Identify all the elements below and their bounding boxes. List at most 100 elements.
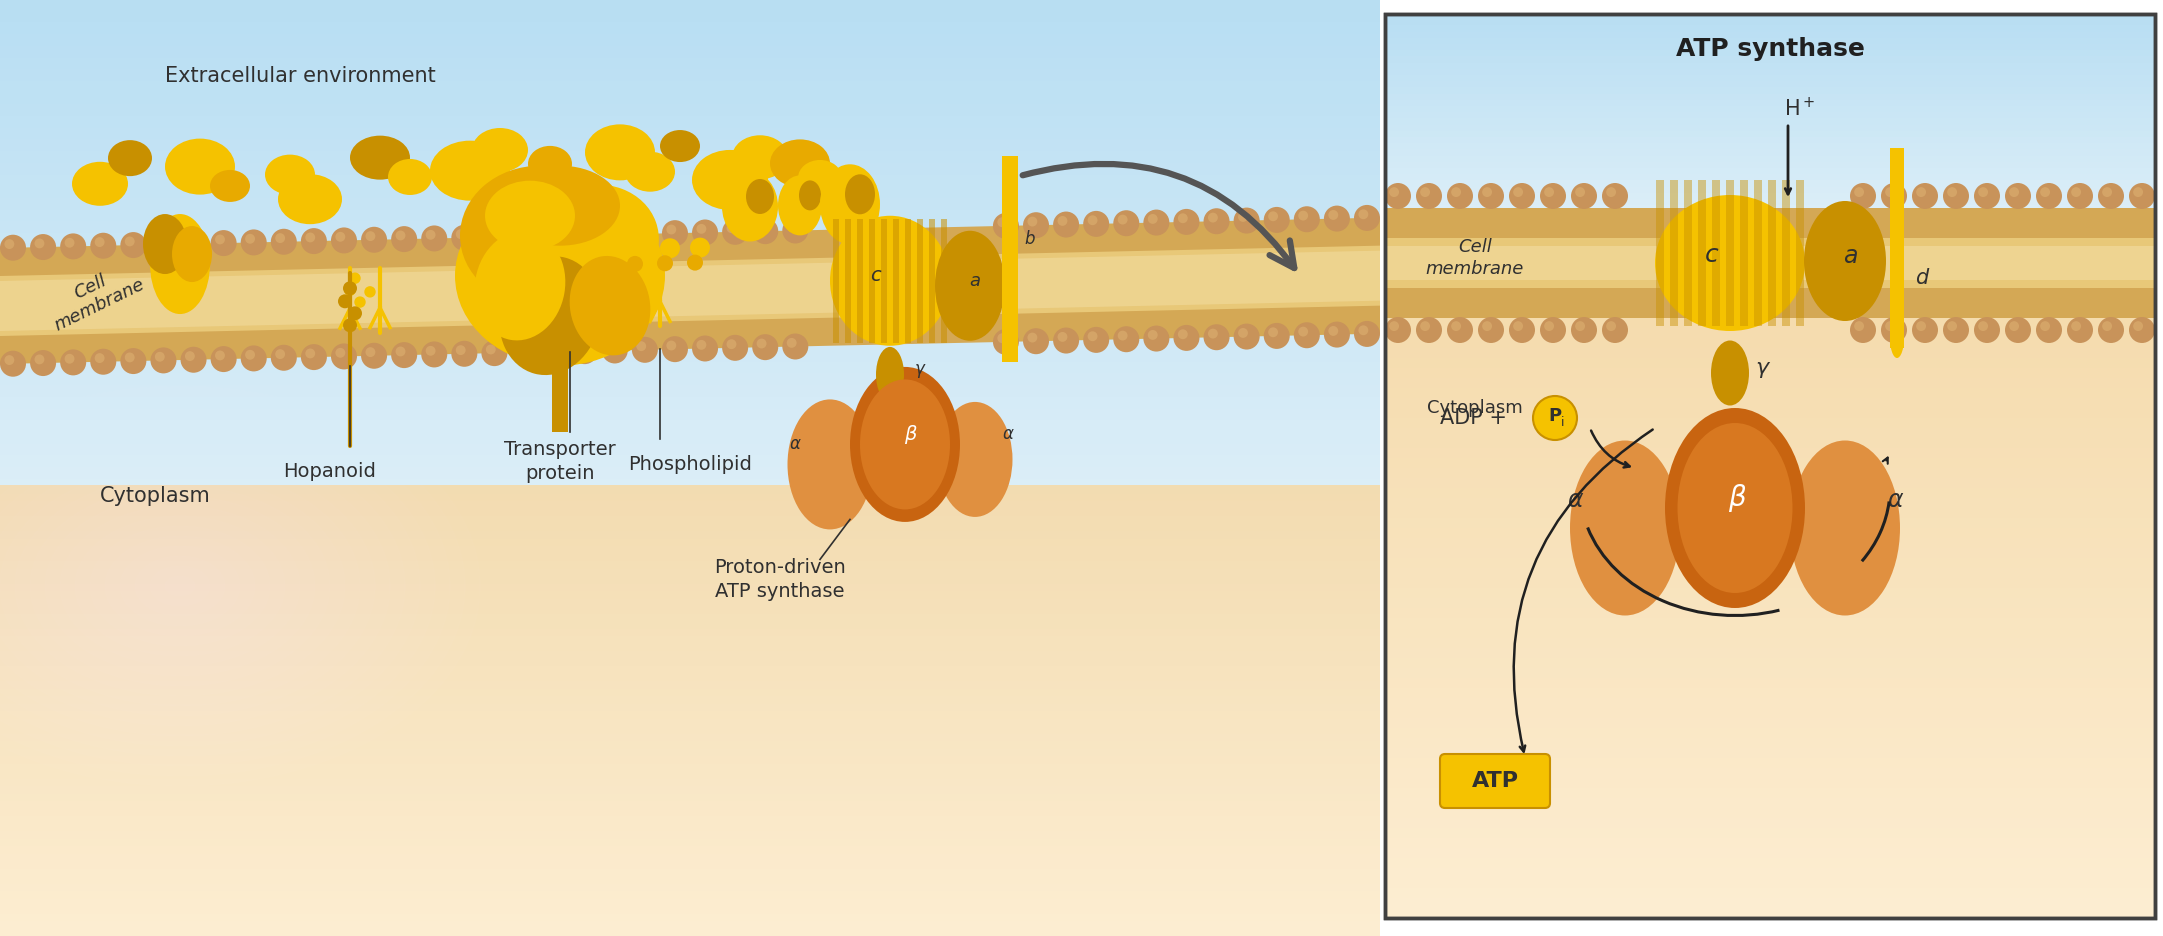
Text: a: a (1843, 244, 1858, 268)
Bar (0, 763, 1380, 771)
Circle shape (662, 336, 688, 362)
Circle shape (121, 348, 147, 374)
Circle shape (1053, 212, 1079, 238)
Bar (0, 104, 1380, 117)
Bar (846, 219, 850, 343)
Bar (1384, 467, 2154, 478)
Bar (1384, 124, 2154, 132)
Circle shape (487, 344, 495, 355)
Circle shape (1207, 212, 1218, 223)
Circle shape (1175, 325, 1200, 351)
Bar (0, 695, 1380, 704)
Text: ATP synthase: ATP synthase (1676, 37, 1865, 61)
Text: γ: γ (1754, 358, 1767, 378)
Circle shape (632, 221, 658, 247)
Bar (1384, 717, 2154, 728)
Bar (1384, 377, 2154, 388)
Circle shape (366, 347, 376, 357)
Bar (0, 619, 1380, 632)
Ellipse shape (1666, 408, 1804, 608)
Circle shape (396, 230, 404, 241)
Circle shape (510, 224, 539, 250)
Bar (0, 627, 1380, 636)
Bar (0, 725, 1380, 734)
Circle shape (335, 232, 346, 241)
Circle shape (1447, 183, 1473, 209)
Circle shape (214, 235, 225, 244)
Circle shape (1114, 211, 1140, 236)
Bar (1384, 647, 2154, 658)
Circle shape (1607, 321, 1616, 331)
Bar (0, 868, 1380, 876)
Text: H$^+$: H$^+$ (1784, 96, 1815, 120)
Bar (1384, 373, 2154, 380)
Ellipse shape (521, 184, 660, 307)
Bar (1384, 242, 2154, 250)
Ellipse shape (266, 154, 316, 195)
Bar (0, 657, 1380, 666)
FancyBboxPatch shape (1441, 754, 1551, 808)
Circle shape (1358, 210, 1369, 219)
Circle shape (366, 231, 376, 241)
Circle shape (1328, 210, 1339, 220)
Bar (1384, 193, 2154, 200)
Bar (1384, 249, 2154, 256)
Bar (0, 755, 1380, 764)
Bar (1384, 847, 2154, 858)
Circle shape (1570, 317, 1596, 343)
Text: α: α (1001, 426, 1014, 444)
Text: Extracellular environment: Extracellular environment (164, 66, 435, 86)
Bar (0, 860, 1380, 869)
Bar (1782, 180, 1791, 326)
Bar (1384, 767, 2154, 778)
Bar (1384, 14, 2154, 918)
Bar (0, 928, 1380, 936)
Bar (0, 210, 1380, 222)
Circle shape (722, 219, 748, 245)
Circle shape (1233, 324, 1259, 349)
Circle shape (1544, 321, 1553, 331)
Bar (0, 151, 1380, 164)
Bar (1384, 677, 2154, 688)
Bar (1384, 174, 2154, 182)
Circle shape (1053, 328, 1079, 354)
Circle shape (722, 335, 748, 360)
Bar (1384, 181, 2154, 187)
Bar (1384, 155, 2154, 163)
Bar (833, 219, 839, 343)
Bar (1384, 837, 2154, 848)
Bar (0, 853, 1380, 861)
Circle shape (350, 273, 359, 284)
Circle shape (658, 256, 673, 271)
Circle shape (1324, 322, 1350, 347)
Bar (1726, 180, 1735, 326)
Circle shape (1912, 183, 1938, 209)
Bar (0, 710, 1380, 719)
Circle shape (0, 235, 26, 261)
Bar (0, 830, 1380, 839)
Text: Cell
membrane: Cell membrane (43, 257, 147, 335)
Circle shape (629, 239, 651, 259)
Circle shape (1149, 214, 1157, 224)
Circle shape (696, 224, 707, 234)
Bar (1384, 379, 2154, 386)
Bar (1384, 20, 2154, 26)
Circle shape (1477, 317, 1503, 343)
Text: β: β (904, 425, 917, 444)
Circle shape (1058, 216, 1066, 226)
Bar (1384, 32, 2154, 38)
Circle shape (1268, 328, 1278, 337)
Bar (1384, 787, 2154, 798)
Circle shape (1575, 187, 1585, 197)
Bar (1384, 236, 2154, 243)
Circle shape (487, 228, 495, 239)
Bar (1384, 857, 2154, 868)
Bar (0, 560, 1380, 568)
Circle shape (545, 227, 556, 237)
Circle shape (753, 334, 779, 360)
Bar (1384, 887, 2154, 898)
Circle shape (1947, 321, 1958, 331)
Circle shape (1447, 317, 1473, 343)
Ellipse shape (625, 152, 675, 192)
Bar (0, 672, 1380, 681)
